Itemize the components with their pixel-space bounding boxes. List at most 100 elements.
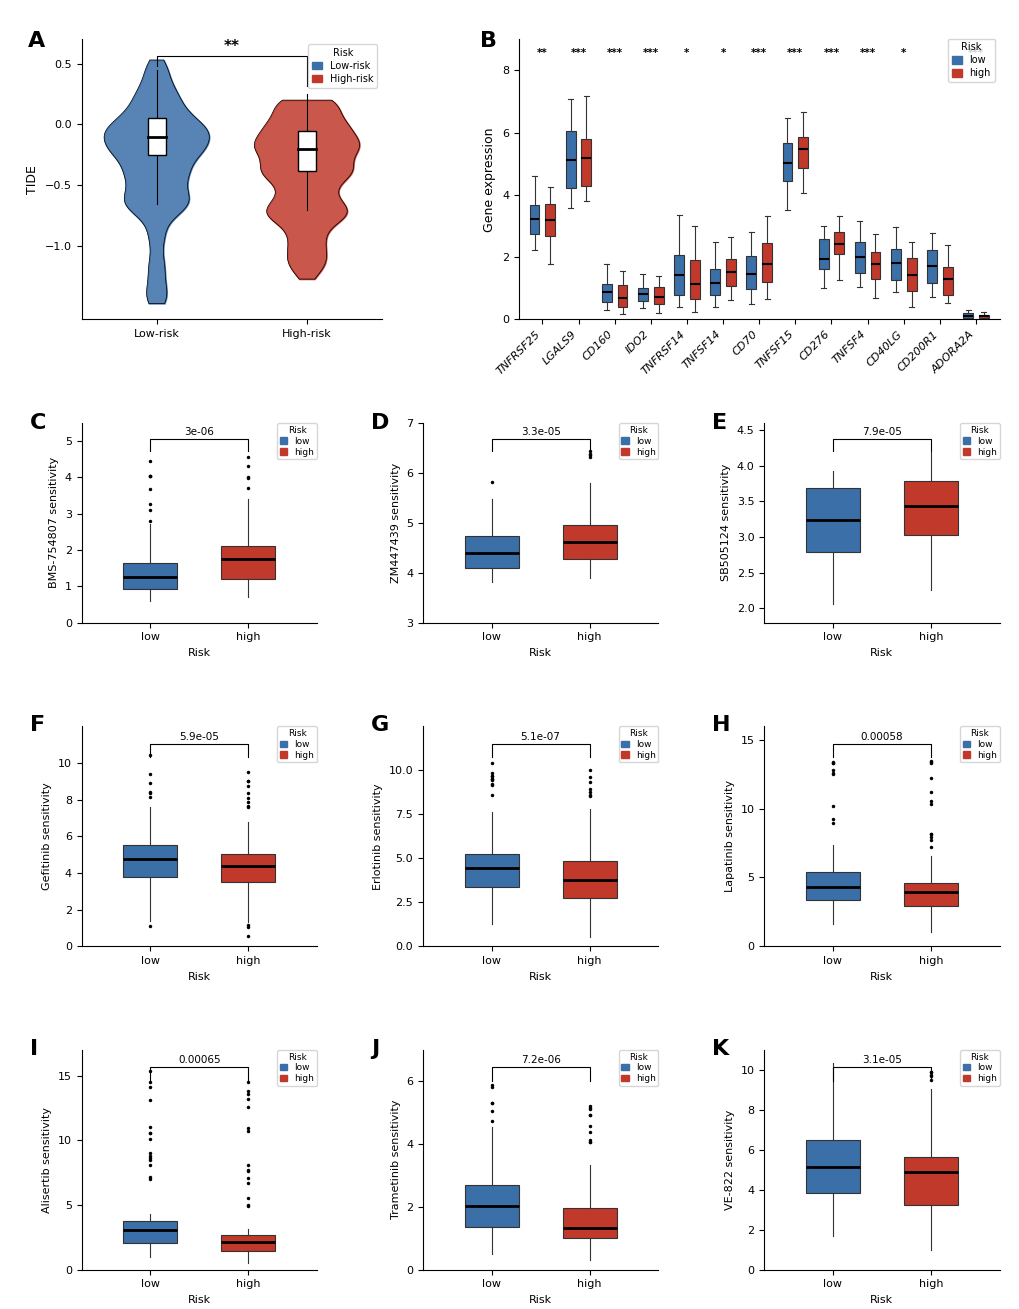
Text: ***: ***: [642, 48, 658, 58]
Text: 0.00065: 0.00065: [177, 1055, 220, 1066]
PathPatch shape: [805, 1140, 859, 1194]
PathPatch shape: [123, 1221, 177, 1242]
Y-axis label: BMS-754807 sensitivity: BMS-754807 sensitivity: [49, 457, 59, 588]
Text: **: **: [536, 48, 547, 58]
PathPatch shape: [805, 488, 859, 552]
Text: ***: ***: [787, 48, 803, 58]
PathPatch shape: [709, 270, 719, 295]
PathPatch shape: [726, 259, 735, 287]
Text: *: *: [900, 48, 906, 58]
PathPatch shape: [903, 1157, 957, 1206]
FancyBboxPatch shape: [298, 131, 316, 170]
Text: 7.9e-05: 7.9e-05: [861, 427, 901, 437]
Text: *: *: [684, 48, 689, 58]
PathPatch shape: [818, 240, 827, 268]
X-axis label: Risk: Risk: [529, 971, 551, 982]
Text: *: *: [719, 48, 726, 58]
PathPatch shape: [545, 204, 554, 236]
X-axis label: Risk: Risk: [529, 1295, 551, 1305]
PathPatch shape: [581, 139, 591, 186]
PathPatch shape: [689, 259, 699, 300]
PathPatch shape: [221, 1236, 275, 1250]
Text: D: D: [371, 412, 389, 433]
Legend: low, high: low, high: [619, 423, 658, 459]
PathPatch shape: [674, 255, 684, 296]
PathPatch shape: [890, 249, 900, 280]
X-axis label: Risk: Risk: [869, 971, 893, 982]
Legend: low, high: low, high: [947, 38, 994, 82]
Legend: low, high: low, high: [959, 1050, 999, 1086]
X-axis label: Risk: Risk: [869, 648, 893, 658]
Text: K: K: [711, 1039, 729, 1059]
Y-axis label: SB505124 sensitivity: SB505124 sensitivity: [720, 465, 731, 581]
PathPatch shape: [601, 284, 611, 302]
PathPatch shape: [566, 131, 575, 188]
Text: ***: ***: [859, 48, 875, 58]
Text: ***: ***: [570, 48, 586, 58]
PathPatch shape: [562, 525, 616, 559]
X-axis label: Risk: Risk: [187, 648, 211, 658]
Text: ***: ***: [967, 48, 983, 58]
PathPatch shape: [123, 563, 177, 589]
Text: 0.00058: 0.00058: [860, 732, 903, 742]
X-axis label: Risk: Risk: [869, 1295, 893, 1305]
PathPatch shape: [942, 267, 952, 295]
Y-axis label: Alisertib sensitivity: Alisertib sensitivity: [42, 1106, 52, 1212]
Y-axis label: TIDE: TIDE: [26, 165, 40, 194]
Text: H: H: [711, 715, 731, 736]
Text: A: A: [28, 31, 45, 51]
Text: 3e-06: 3e-06: [184, 427, 214, 437]
Y-axis label: Gene expression: Gene expression: [483, 127, 496, 232]
FancyBboxPatch shape: [148, 118, 165, 154]
PathPatch shape: [903, 884, 957, 906]
Y-axis label: ZM447439 sensitivity: ZM447439 sensitivity: [390, 462, 400, 583]
PathPatch shape: [906, 258, 916, 292]
PathPatch shape: [834, 232, 844, 254]
Text: B: B: [480, 31, 497, 51]
PathPatch shape: [562, 1208, 616, 1238]
PathPatch shape: [926, 250, 936, 283]
PathPatch shape: [978, 315, 987, 318]
PathPatch shape: [798, 137, 807, 168]
Y-axis label: Gefitinib sensitivity: Gefitinib sensitivity: [42, 783, 52, 890]
PathPatch shape: [805, 872, 859, 901]
PathPatch shape: [616, 285, 627, 308]
Y-axis label: VE-822 sensitivity: VE-822 sensitivity: [725, 1110, 735, 1210]
Y-axis label: Erlotinib sensitivity: Erlotinib sensitivity: [373, 783, 382, 890]
Text: 5.9e-05: 5.9e-05: [179, 732, 219, 742]
PathPatch shape: [653, 287, 663, 304]
Text: E: E: [711, 412, 727, 433]
PathPatch shape: [637, 288, 647, 301]
PathPatch shape: [761, 242, 771, 281]
Text: 3.1e-05: 3.1e-05: [861, 1055, 901, 1066]
PathPatch shape: [464, 853, 518, 888]
Legend: low, high: low, high: [959, 423, 999, 459]
Text: C: C: [30, 412, 46, 433]
Text: G: G: [371, 715, 389, 736]
Text: **: **: [223, 39, 239, 54]
PathPatch shape: [464, 537, 518, 568]
Legend: Low-risk, High-risk: Low-risk, High-risk: [308, 45, 377, 88]
Text: F: F: [30, 715, 45, 736]
Legend: low, high: low, high: [619, 726, 658, 762]
X-axis label: Risk: Risk: [187, 1295, 211, 1305]
Text: I: I: [30, 1039, 38, 1059]
Legend: low, high: low, high: [277, 1050, 317, 1086]
PathPatch shape: [962, 313, 972, 318]
Legend: low, high: low, high: [619, 1050, 658, 1086]
X-axis label: Risk: Risk: [187, 971, 211, 982]
Text: ***: ***: [606, 48, 623, 58]
Legend: low, high: low, high: [959, 726, 999, 762]
PathPatch shape: [529, 204, 539, 233]
PathPatch shape: [464, 1185, 518, 1227]
PathPatch shape: [782, 143, 792, 181]
Text: 7.2e-06: 7.2e-06: [520, 1055, 560, 1066]
Text: 5.1e-07: 5.1e-07: [520, 732, 560, 742]
PathPatch shape: [854, 242, 864, 274]
PathPatch shape: [221, 546, 275, 579]
Y-axis label: Trametinib sensitivity: Trametinib sensitivity: [390, 1100, 400, 1220]
PathPatch shape: [869, 251, 879, 279]
PathPatch shape: [903, 480, 957, 535]
Legend: low, high: low, high: [277, 726, 317, 762]
Text: J: J: [371, 1039, 379, 1059]
